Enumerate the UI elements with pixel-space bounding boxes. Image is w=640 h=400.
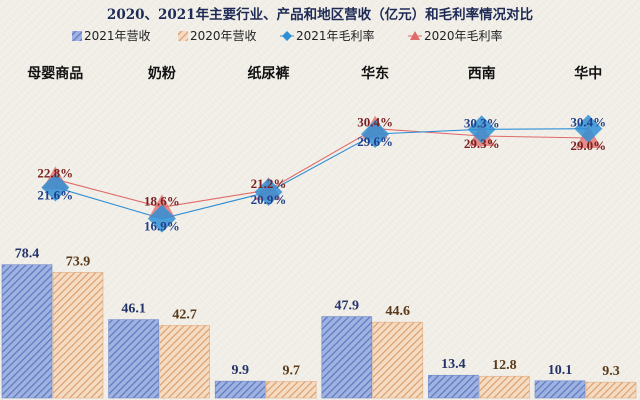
bar-value-label: 9.9 — [231, 363, 249, 378]
bar-value-label: 10.1 — [548, 363, 573, 378]
bar-value-label: 73.9 — [66, 254, 91, 269]
line-value-label: 30.4% — [570, 115, 606, 130]
bar-value-label: 78.4 — [15, 247, 40, 262]
series-line — [55, 128, 589, 208]
marker-diamond — [254, 178, 283, 206]
legend-item: 2021年毛利率 — [280, 28, 375, 43]
category-label: 母婴商品 — [27, 65, 83, 82]
bar — [479, 375, 530, 399]
line-value-label: 30.3% — [464, 115, 500, 130]
bar — [585, 381, 637, 399]
category-label: 西南 — [468, 65, 496, 82]
bar — [1, 264, 53, 399]
bar — [534, 380, 586, 399]
marker-diamond — [361, 120, 390, 148]
category-labels: 母婴商品 奶粉 纸尿裤 华东 西南 华中 — [27, 65, 602, 82]
line-value-label: 22.8% — [37, 165, 73, 180]
legend-label: 2020年毛利率 — [424, 28, 503, 43]
legend-item: 2021年营收 — [72, 29, 151, 43]
bars — [1, 264, 637, 399]
bar-value-label: 9.7 — [282, 364, 300, 379]
marker-diamond — [41, 173, 70, 202]
bar — [52, 272, 104, 399]
bar-value-label: 9.3 — [602, 364, 620, 379]
category-label: 华东 — [361, 65, 389, 82]
line-labels: 22.8% 21.6% 18.6% 16.9% 21.2%20.9% 30.4% 29.6%… — [37, 115, 606, 234]
bar — [372, 321, 424, 399]
bar — [214, 380, 266, 399]
line-value-label: 16.9% — [144, 219, 180, 234]
bar-value-label: 47.9 — [335, 299, 360, 314]
bar — [108, 319, 159, 399]
legend-swatch — [72, 31, 82, 41]
marker-diamond — [147, 204, 176, 233]
bar-labels: 78.4 46.1 9.9 47.9 13.4 10.1 73.9 42.7 9.7 44.6 12… — [15, 247, 620, 379]
markers — [41, 114, 603, 233]
legend-item: 2020年营收 — [178, 29, 257, 43]
line-value-label: 30.4% — [357, 115, 393, 130]
bar-value-label: 13.4 — [441, 357, 466, 372]
lines — [55, 128, 589, 220]
legend-marker — [410, 31, 420, 40]
bar-value-label: 46.1 — [121, 302, 146, 317]
marker-diamond — [574, 114, 603, 143]
series-line — [55, 128, 589, 220]
category-label: 华中 — [574, 65, 602, 82]
legend-item: 2020年毛利率 — [408, 28, 503, 43]
line-value-label: 20.9% — [251, 192, 287, 207]
marker-diamond — [467, 115, 496, 144]
legend: 2021年营收 2020年营收 2021年毛利率 2020年毛利率 — [72, 28, 503, 43]
line-value-label: 18.6% — [144, 193, 180, 208]
line-value-label: 29.0% — [570, 138, 606, 153]
bar — [321, 316, 373, 399]
bar — [428, 374, 479, 399]
chart-title: 2020、2021年主要行业、产品和地区营收（亿元）和毛利率情况对比 — [107, 6, 533, 23]
category-label: 奶粉 — [148, 65, 176, 82]
bar — [265, 381, 317, 399]
bar — [159, 325, 210, 399]
legend-label: 2021年毛利率 — [296, 28, 375, 43]
line-value-label: 21.2% — [251, 176, 287, 191]
bar-value-label: 12.8 — [492, 358, 517, 373]
line-value-label: 21.6% — [37, 187, 73, 202]
line-value-label: 29.6% — [357, 134, 393, 149]
legend-swatch — [178, 31, 188, 41]
category-label: 纸尿裤 — [248, 65, 290, 82]
line-value-label: 29.3% — [464, 136, 500, 151]
legend-label: 2020年营收 — [190, 29, 257, 43]
bar-value-label: 44.6 — [386, 304, 411, 319]
legend-marker — [282, 31, 292, 41]
legend-label: 2021年营收 — [84, 29, 151, 43]
bar-value-label: 42.7 — [172, 307, 197, 322]
